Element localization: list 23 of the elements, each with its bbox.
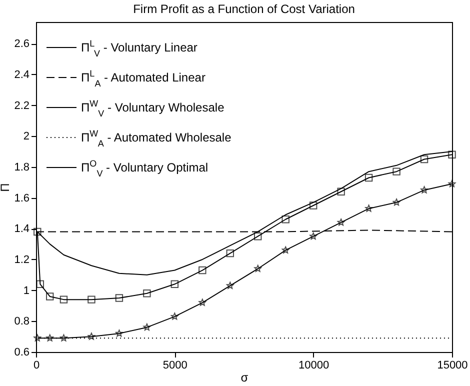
legend-label: Π$^{W}$$_{V}$ - Voluntary Wholesale [81,98,225,118]
x-tick-label: 0 [33,360,40,372]
legend-label: Π$^{W}$$_{A}$ - Automated Wholesale [81,128,232,148]
y-axis-title: Π [0,183,12,192]
x-tick-label: 15000 [437,360,468,372]
y-tick-label: 2 [23,130,30,143]
y-tick-label: 1.6 [14,192,30,204]
y-tick-label: 1.8 [14,161,30,174]
y-tick-label: 2.6 [14,38,30,50]
y-tick-label: 0.8 [14,316,30,328]
legend-label: Π$^{L}$$_{A}$ - Automated Linear [81,68,206,88]
legend-label: Π$^{O}$$_{V}$ - Voluntary Optimal [81,158,208,178]
y-tick-label: 1.2 [14,254,30,266]
y-tick-label: 1.4 [14,223,30,236]
x-tick-label: 5000 [162,360,188,372]
x-tick-label: 10000 [298,360,330,372]
y-tick-label: 2.2 [14,100,30,112]
y-tick-label: 0.6 [14,346,30,358]
legend-label: Π$^{L}$$_{V}$ - Voluntary Linear [81,38,198,58]
y-tick-label: 1 [23,284,30,297]
y-tick-label: 2.4 [14,68,30,81]
chart-title: Firm Profit as a Function of Cost Variation [133,2,355,16]
x-axis-title: σ [240,370,249,384]
